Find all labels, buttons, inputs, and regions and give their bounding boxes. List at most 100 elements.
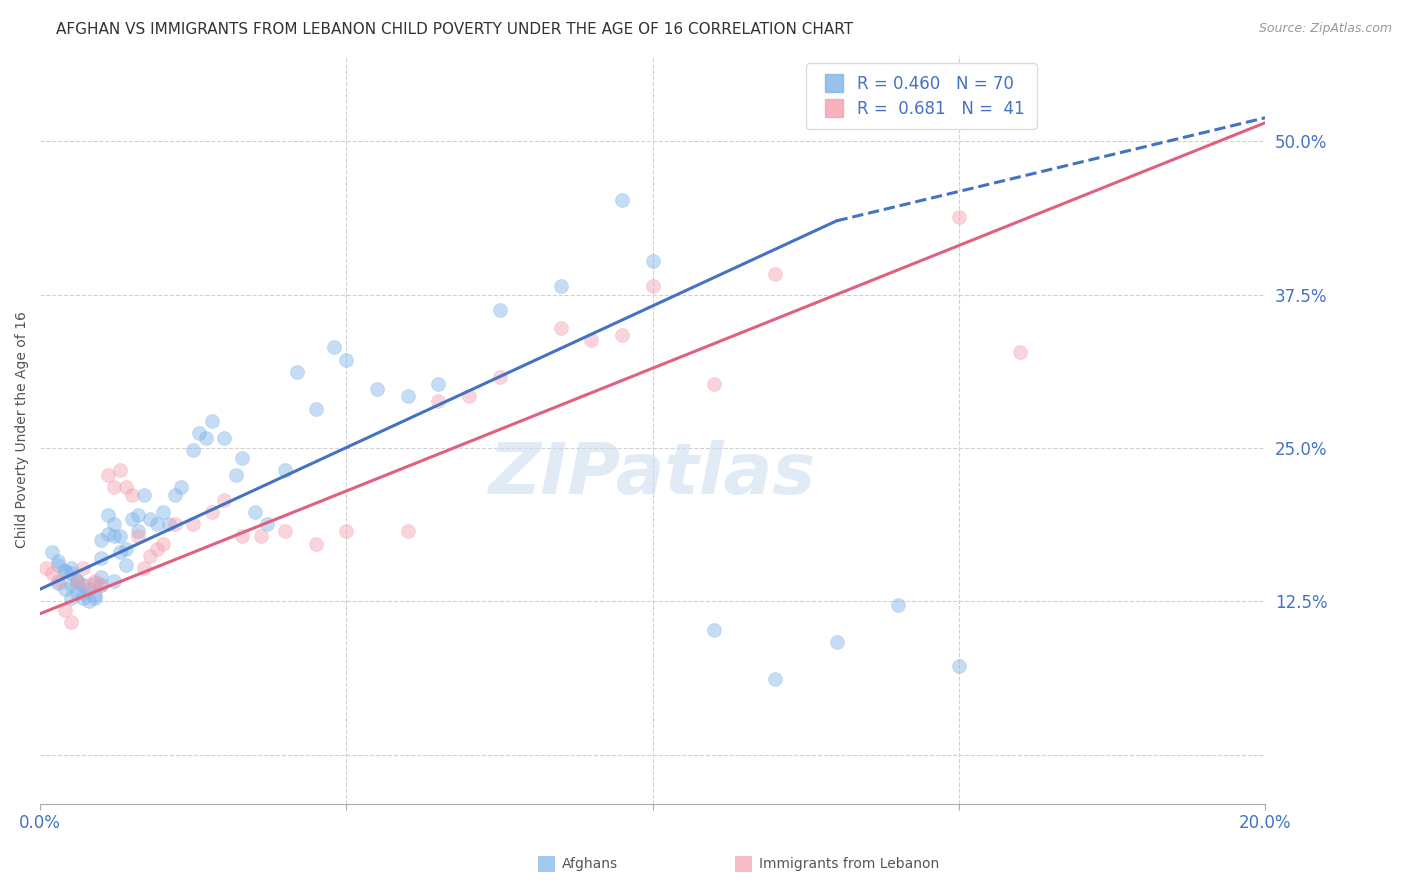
Point: [35, 561, 58, 575]
Point: [163, 488, 186, 502]
Point: [59, 561, 82, 575]
Point: [145, 517, 167, 532]
Point: [231, 450, 253, 465]
Point: [396, 389, 419, 403]
Point: [249, 529, 271, 543]
Point: [887, 598, 910, 612]
Point: [181, 443, 204, 458]
Point: [152, 505, 174, 519]
Point: [66, 586, 89, 600]
Point: [115, 558, 138, 572]
Point: [121, 512, 143, 526]
Point: [115, 480, 138, 494]
Point: [53, 582, 76, 596]
Point: [323, 340, 346, 354]
Point: [108, 545, 131, 559]
Point: [188, 426, 211, 441]
Point: [231, 529, 253, 543]
Point: [84, 576, 107, 591]
Point: [703, 623, 725, 637]
Point: [225, 467, 247, 482]
Point: [550, 279, 572, 293]
Point: [90, 578, 112, 592]
Point: [948, 210, 970, 224]
Point: [581, 333, 603, 347]
Point: [139, 549, 162, 563]
Point: [77, 578, 100, 592]
Point: [287, 365, 309, 379]
Point: [305, 537, 328, 551]
Text: ZIPatlas: ZIPatlas: [489, 440, 817, 509]
Point: [948, 659, 970, 673]
Point: [335, 352, 357, 367]
Point: [90, 533, 112, 547]
Point: [48, 576, 70, 591]
Point: [152, 537, 174, 551]
Point: [127, 524, 149, 539]
Point: [48, 558, 70, 572]
Point: [610, 193, 633, 207]
Point: [48, 574, 70, 588]
Point: [77, 594, 100, 608]
Point: [103, 529, 125, 543]
Point: [550, 320, 572, 334]
Point: [139, 512, 162, 526]
Point: [194, 431, 217, 445]
Point: [84, 588, 107, 602]
Point: [243, 505, 266, 519]
Point: [90, 551, 112, 566]
Point: [427, 377, 450, 392]
Point: [488, 303, 510, 318]
Point: [825, 635, 848, 649]
Point: [72, 561, 94, 575]
Point: [72, 578, 94, 592]
Point: [72, 591, 94, 605]
Point: [170, 480, 193, 494]
Point: [427, 394, 450, 409]
Point: [201, 414, 224, 428]
Point: [134, 488, 156, 502]
Point: [201, 505, 224, 519]
Point: [305, 401, 328, 416]
Point: [134, 561, 156, 575]
Point: [488, 369, 510, 384]
Point: [127, 529, 149, 543]
Point: [53, 564, 76, 578]
Point: [59, 578, 82, 592]
Text: AFGHAN VS IMMIGRANTS FROM LEBANON CHILD POVERTY UNDER THE AGE OF 16 CORRELATION : AFGHAN VS IMMIGRANTS FROM LEBANON CHILD …: [56, 22, 853, 37]
Point: [53, 564, 76, 578]
Text: Afghans: Afghans: [562, 857, 617, 871]
Point: [103, 574, 125, 588]
Point: [84, 574, 107, 588]
Point: [763, 672, 786, 686]
Point: [641, 279, 664, 293]
Point: [458, 389, 481, 403]
Text: Source: ZipAtlas.com: Source: ZipAtlas.com: [1258, 22, 1392, 36]
Point: [108, 463, 131, 477]
Point: [41, 545, 63, 559]
Point: [48, 554, 70, 568]
Point: [335, 524, 357, 539]
Point: [103, 517, 125, 532]
Point: [256, 517, 278, 532]
Point: [396, 524, 419, 539]
Point: [96, 467, 118, 482]
Point: [66, 574, 89, 588]
Point: [212, 431, 235, 445]
Point: [84, 591, 107, 605]
Point: [90, 578, 112, 592]
Point: [66, 574, 89, 588]
Point: [53, 603, 76, 617]
Point: [163, 517, 186, 532]
Point: [108, 529, 131, 543]
Point: [703, 377, 725, 392]
Point: [77, 582, 100, 596]
Point: [66, 574, 89, 588]
Point: [610, 328, 633, 343]
Point: [366, 382, 388, 396]
Text: Immigrants from Lebanon: Immigrants from Lebanon: [759, 857, 939, 871]
Point: [59, 591, 82, 605]
Point: [641, 254, 664, 268]
Point: [157, 517, 180, 532]
Point: [41, 566, 63, 581]
